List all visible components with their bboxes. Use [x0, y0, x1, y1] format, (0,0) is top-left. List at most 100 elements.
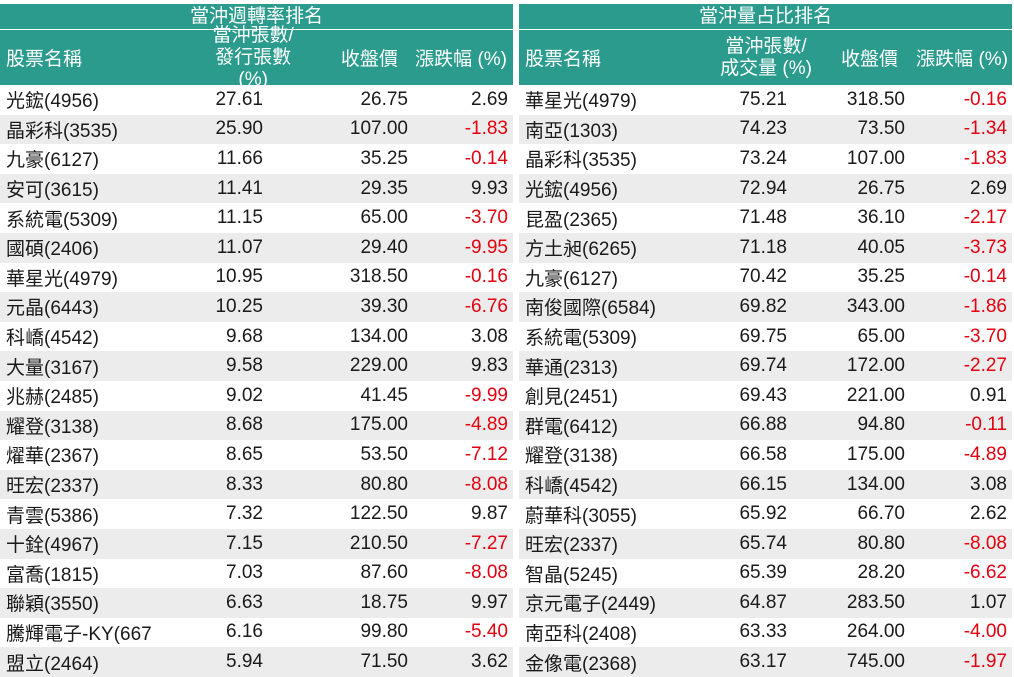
close-price-cell: 283.50	[846, 591, 905, 613]
stock-name-cell: 青雲(5386)	[6, 505, 99, 527]
change-pct-cell: -0.14	[963, 266, 1007, 288]
stock-name-cell: 元晶(6443)	[6, 298, 99, 320]
change-pct-cell: 0.91	[970, 384, 1007, 406]
close-price-cell: 172.00	[846, 355, 905, 377]
ratio-cell: 8.33	[226, 473, 263, 495]
ratio-cell: 65.39	[739, 562, 787, 584]
table-row: 華星光(4979) 75.21 318.50 -0.16	[519, 85, 1012, 115]
change-pct-cell: -0.16	[963, 88, 1007, 110]
table-row: 方土昶(6265) 71.18 40.05 -3.73	[519, 232, 1012, 263]
table-row: 耀登(3138) 66.58 175.00 -4.89	[519, 440, 1012, 470]
ratio-cell: 10.95	[215, 266, 263, 288]
change-pct-cell: -4.89	[464, 414, 508, 436]
table-row: 安可(3615) 11.41 29.35 9.93	[0, 173, 513, 204]
stock-name-cell: 創見(2451)	[525, 387, 618, 409]
close-price-cell: 343.00	[846, 295, 905, 317]
stock-name-cell: 兆赫(2485)	[6, 387, 99, 409]
close-price-cell: 80.80	[857, 532, 905, 554]
table-row: 創見(2451) 69.43 221.00 0.91	[519, 381, 1012, 411]
table-row: 旺宏(2337) 65.74 80.80 -8.08	[519, 528, 1012, 559]
ratio-cell: 69.74	[739, 355, 787, 377]
close-price-cell: 39.30	[360, 295, 408, 317]
close-price-cell: 134.00	[349, 325, 408, 347]
ratio-cell: 5.94	[226, 651, 263, 673]
stock-name-cell: 旺宏(2337)	[6, 476, 99, 498]
close-price-cell: 745.00	[846, 651, 905, 673]
table-row: 科嶠(4542) 9.68 134.00 3.08	[0, 322, 513, 352]
ratio-cell: 71.48	[739, 207, 787, 229]
stock-name-cell: 九豪(6127)	[525, 268, 618, 290]
close-price-cell: 80.80	[360, 473, 408, 495]
ratio-cell: 27.61	[215, 88, 263, 110]
close-price-cell: 210.50	[349, 532, 408, 554]
header-daytrade-ratio: 當沖張數/ 發行張數 (%)	[167, 25, 295, 90]
change-pct-cell: 9.83	[471, 355, 508, 377]
close-price-cell: 73.50	[857, 118, 905, 140]
change-pct-cell: -9.99	[464, 384, 508, 406]
stock-name-cell: 騰輝電子-KY(667	[6, 623, 152, 645]
stock-name-cell: 南亞科(2408)	[525, 623, 637, 645]
change-pct-cell: -8.08	[464, 473, 508, 495]
table-row: 晶彩科(3535) 73.24 107.00 -1.83	[519, 144, 1012, 174]
close-price-cell: 318.50	[846, 88, 905, 110]
change-pct-cell: 3.08	[471, 325, 508, 347]
ratio-cell: 11.07	[216, 236, 263, 258]
change-pct-cell: -8.08	[464, 562, 508, 584]
stock-name-cell: 南亞(1303)	[525, 120, 618, 142]
change-pct-cell: 3.08	[970, 473, 1007, 495]
ratio-cell: 9.68	[226, 325, 263, 347]
ratio-cell: 7.03	[226, 562, 263, 584]
table-row: 南亞科(2408) 63.33 264.00 -4.00	[519, 618, 1012, 648]
change-pct-cell: 2.69	[471, 88, 508, 110]
stock-name-cell: 華通(2313)	[525, 357, 618, 379]
stock-name-cell: 科嶠(4542)	[6, 328, 99, 350]
stock-name-cell: 安可(3615)	[6, 180, 99, 202]
ratio-cell: 66.58	[739, 443, 787, 465]
ratio-cell: 64.87	[739, 591, 787, 613]
table-row: 盟立(2464) 5.94 71.50 3.62	[0, 647, 513, 677]
change-pct-cell: -5.40	[464, 621, 508, 643]
ratio-cell: 66.88	[739, 414, 787, 436]
close-price-cell: 35.25	[857, 266, 905, 288]
table-row: 國碩(2406) 11.07 29.40 -9.95	[0, 232, 513, 263]
change-pct-cell: -4.00	[963, 621, 1007, 643]
stock-name-cell: 光鋐(4956)	[525, 180, 618, 202]
ratio-cell: 7.15	[226, 532, 263, 554]
table-row: 兆赫(2485) 9.02 41.45 -9.99	[0, 381, 513, 411]
stock-name-cell: 南俊國際(6584)	[525, 298, 656, 320]
stock-name-cell: 昆盈(2365)	[525, 209, 618, 231]
stock-name-cell: 京元電子(2449)	[525, 594, 656, 616]
table-row: 聯穎(3550) 6.63 18.75 9.97	[0, 588, 513, 618]
change-pct-cell: 9.97	[471, 591, 508, 613]
stock-name-cell: 旺宏(2337)	[525, 535, 618, 557]
table-body: 華星光(4979) 75.21 318.50 -0.16 南亞(1303) 74.23 73…	[519, 85, 1012, 677]
table-row: 系統電(5309) 69.75 65.00 -3.70	[519, 322, 1012, 352]
close-price-cell: 18.75	[360, 591, 408, 613]
change-pct-cell: -3.70	[464, 207, 508, 229]
change-pct-cell: -1.34	[963, 118, 1007, 140]
close-price-cell: 41.45	[360, 384, 408, 406]
ratio-cell: 6.16	[226, 621, 263, 643]
ratio-cell: 11.66	[216, 147, 263, 169]
stock-name-cell: 方土昶(6265)	[525, 239, 637, 261]
stock-name-cell: 耀登(3138)	[6, 416, 99, 438]
change-pct-cell: 9.87	[471, 503, 508, 525]
stock-name-cell: 科嶠(4542)	[525, 476, 618, 498]
change-pct-cell: -1.86	[963, 295, 1007, 317]
header-daytrade-share-line2: 成交量 (%)	[720, 57, 812, 79]
stock-name-cell: 華星光(4979)	[6, 268, 118, 290]
table-row: 騰輝電子-KY(667 6.16 99.80 -5.40	[0, 618, 513, 648]
change-pct-cell: -0.11	[965, 414, 1007, 436]
table-row: 晶彩科(3535) 25.90 107.00 -1.83	[0, 114, 513, 145]
ratio-cell: 69.82	[739, 295, 787, 317]
table-row: 京元電子(2449) 64.87 283.50 1.07	[519, 588, 1012, 618]
day-trade-turnover-panel: 當沖週轉率排名 股票名稱 當沖張數/ 發行張數 (%) 收盤價 漲跌幅 (%) …	[0, 4, 513, 677]
table-row: 蔚華科(3055) 65.92 66.70 2.62	[519, 499, 1012, 529]
ratio-cell: 69.43	[739, 384, 787, 406]
table-row: 南俊國際(6584) 69.82 343.00 -1.86	[519, 292, 1012, 322]
table-row: 十銓(4967) 7.15 210.50 -7.27	[0, 528, 513, 559]
stock-name-cell: 九豪(6127)	[6, 150, 99, 172]
close-price-cell: 53.50	[360, 443, 408, 465]
table-row: 科嶠(4542) 66.15 134.00 3.08	[519, 469, 1012, 500]
close-price-cell: 26.75	[360, 88, 408, 110]
